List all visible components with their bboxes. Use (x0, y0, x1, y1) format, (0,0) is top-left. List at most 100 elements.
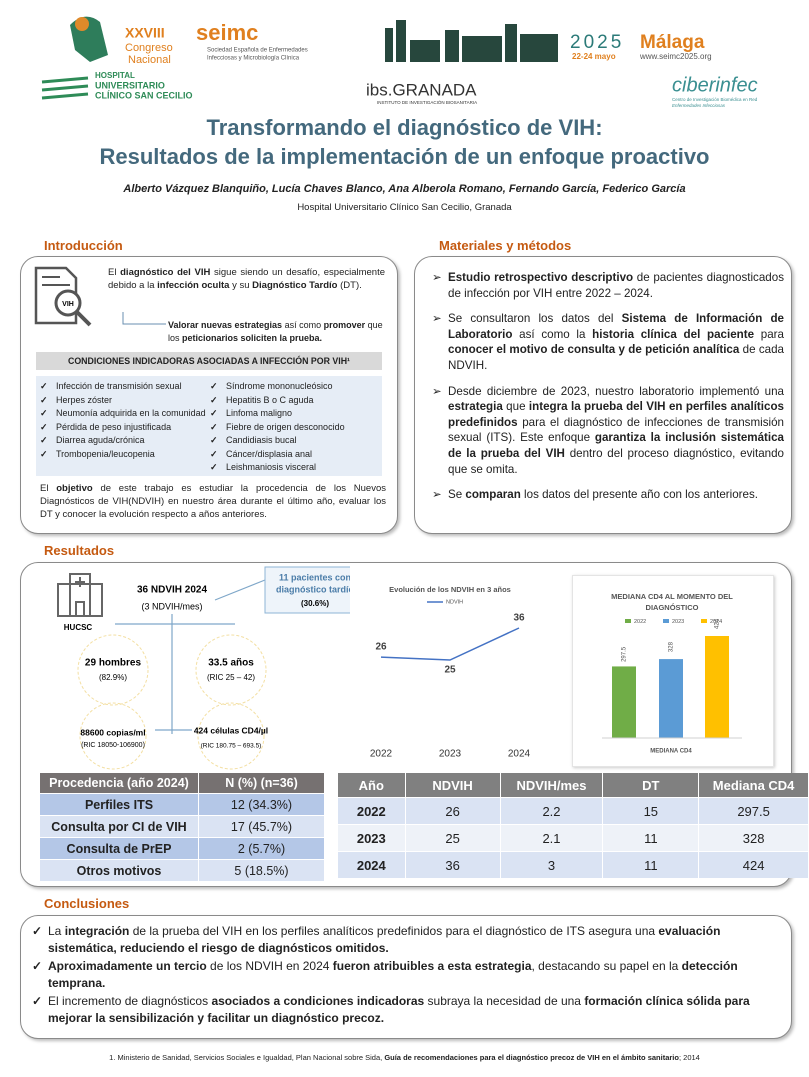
cell: 2023 (338, 824, 406, 852)
bold-text: evaluación sistemática, reduciendo el ri… (48, 924, 721, 955)
list-item: Se comparan los datos del presente año c… (432, 487, 784, 503)
icon-label: VIH (62, 301, 74, 308)
logo-band: XXVIII Congreso Nacional seimc Sociedad … (41, 16, 758, 108)
section-heading: Materiales y métodos (439, 238, 572, 253)
section-heading: Resultados (44, 543, 115, 558)
logo-text: Centro de Investigación Biomédica en Red (672, 97, 758, 102)
bar (705, 636, 729, 738)
section-heading: Conclusiones (44, 896, 130, 911)
cell: 17 (45.7%) (198, 815, 325, 838)
footnote: 1. Ministerio de Sanidad, Servicios Soci… (0, 1053, 809, 1062)
list-item: Estudio retrospectivo descriptivo de pac… (432, 270, 784, 301)
text: y su (229, 280, 253, 291)
text: La (48, 924, 65, 938)
connector (115, 579, 266, 734)
header-cell: Procedencia (año 2024) (40, 773, 199, 794)
cell: 12 (34.3%) (198, 793, 325, 816)
logo-text: seimc (196, 20, 258, 45)
paragraph: El objetivo de este trabajo es estudiar … (40, 482, 386, 521)
cell: 11 (602, 851, 700, 878)
cell: 297.5 (698, 797, 809, 825)
text: para el diagnóstico de infecciones de tr… (448, 415, 784, 445)
list-item: Hepatitis B o C aguda (210, 394, 380, 408)
cell: 2024 (338, 851, 406, 878)
bar (659, 659, 683, 738)
row: Consulta de PrEP 2 (5.7%) (40, 837, 325, 860)
list-item: Aproximadamente un tercio de los NDVIH e… (32, 958, 774, 991)
data-label: 25 (444, 665, 456, 676)
list-item: El incremento de diagnósticos asociados … (32, 993, 774, 1026)
bold-text: historia clínica del paciente (592, 327, 755, 341)
label: (3 NDVIH/mes) (141, 601, 202, 611)
bold-text: peticionarios soliciten la prueba. (182, 332, 323, 343)
logo-text: UNIVERSITARIO (95, 80, 165, 90)
city-skyline (385, 20, 558, 62)
x-tick-label: 2022 (370, 749, 393, 760)
cell: 36 (405, 851, 501, 878)
text: de cada NDVIH. (448, 343, 784, 372)
data-label: 26 (375, 642, 387, 653)
table: Procedencia (año 2024) N (%) (n=36) Perfil… (40, 773, 325, 881)
logo-text: INSTITUTO DE INVESTIGACIÓN BIOSANITARIA (377, 99, 477, 105)
cell: 3 (500, 851, 604, 878)
paragraph: Valorar nuevas estrategias así como prom… (168, 319, 388, 344)
cell: Consulta por CI de VIH (40, 815, 199, 838)
list-item: Infección de transmisión sexual (40, 380, 208, 394)
legend-swatch (625, 619, 631, 623)
header-cell: NDVIH/mes (500, 773, 604, 798)
header-row: Procedencia (año 2024) N (%) (n=36) (40, 773, 325, 794)
bold-text: comparan (465, 488, 521, 502)
bold-text: Estudio retrospectivo descriptivo (448, 271, 634, 284)
legend-label: NDVIH (446, 599, 463, 605)
header-cell: NDVIH (405, 773, 501, 798)
legend-swatch (701, 619, 707, 623)
bold-text: objetivo (56, 483, 93, 494)
bold-text: promover (323, 320, 366, 330)
legend-label: 2023 (672, 619, 684, 625)
text: dentro del proceso diagnóstico, evitando… (448, 446, 784, 476)
logo-mark (75, 17, 89, 31)
list-item: Síndrome mononucleósico (210, 380, 380, 394)
header-row: Año NDVIH NDVIH/mes DT Mediana CD4 (338, 773, 809, 798)
label: 36 NDVIH 2024 (137, 585, 207, 596)
bold-text: detección temprana. (48, 959, 738, 990)
bold-text: estrategia (448, 400, 503, 414)
data-label: 36 (513, 613, 525, 624)
logo-text: Sociedad Española de Enfermedades (207, 48, 308, 54)
cell: 26 (405, 797, 501, 825)
text: Se consultaron los datos del (448, 312, 622, 326)
row: Otros motivos 5 (18.5%) (40, 859, 325, 881)
text: , destacando su papel en la (531, 959, 682, 973)
halo (77, 634, 267, 770)
logo-text: XXVIII (125, 25, 165, 41)
legend-label: 2024 (710, 619, 722, 625)
bar (612, 666, 636, 738)
authors: Alberto Vázquez Blanquiño, Lucía Chaves … (123, 183, 686, 195)
logo-text: CLÍNICO SAN CECILIO (95, 90, 193, 100)
paragraph: El diagnóstico del VIH sigue siendo un d… (108, 266, 385, 292)
label: 33.5 años (208, 658, 254, 669)
list-item: Se consultaron los datos del Sistema de … (432, 311, 784, 373)
cell: 424 (698, 851, 809, 878)
list-item: Neumonía adquirida en la comunidad (40, 407, 208, 421)
text: de la prueba del VIH en los perfiles ana… (129, 924, 659, 938)
label: 424 células CD4/µl (194, 725, 268, 735)
list-item: Trombopenia/leucopenia (40, 448, 208, 462)
label: 88600 copias/ml (80, 727, 145, 737)
bold-text: formación clínica sólida para mejorar la… (48, 994, 750, 1025)
header-cell: Mediana CD4 (698, 773, 809, 798)
x-tick-label: 2024 (508, 749, 531, 760)
cell: 5 (18.5%) (198, 859, 325, 881)
text: 1. Ministerio de Sanidad, Servicios Soci… (109, 1053, 385, 1062)
bold-text: infección oculta (157, 280, 230, 291)
logo-text: Enfermedades Infecciosas (672, 103, 726, 108)
legend-swatch (663, 619, 669, 623)
text: de pacientes diagnosticados de infección… (448, 271, 784, 300)
logo-text: HOSPITAL (95, 71, 135, 80)
header-cell: Año (338, 773, 406, 798)
list-item: Linfoma maligno (210, 407, 380, 421)
bold-text: conocer el motivo de consulta y de petic… (448, 343, 740, 357)
logo-text: ibs.GRANADA (366, 80, 477, 99)
